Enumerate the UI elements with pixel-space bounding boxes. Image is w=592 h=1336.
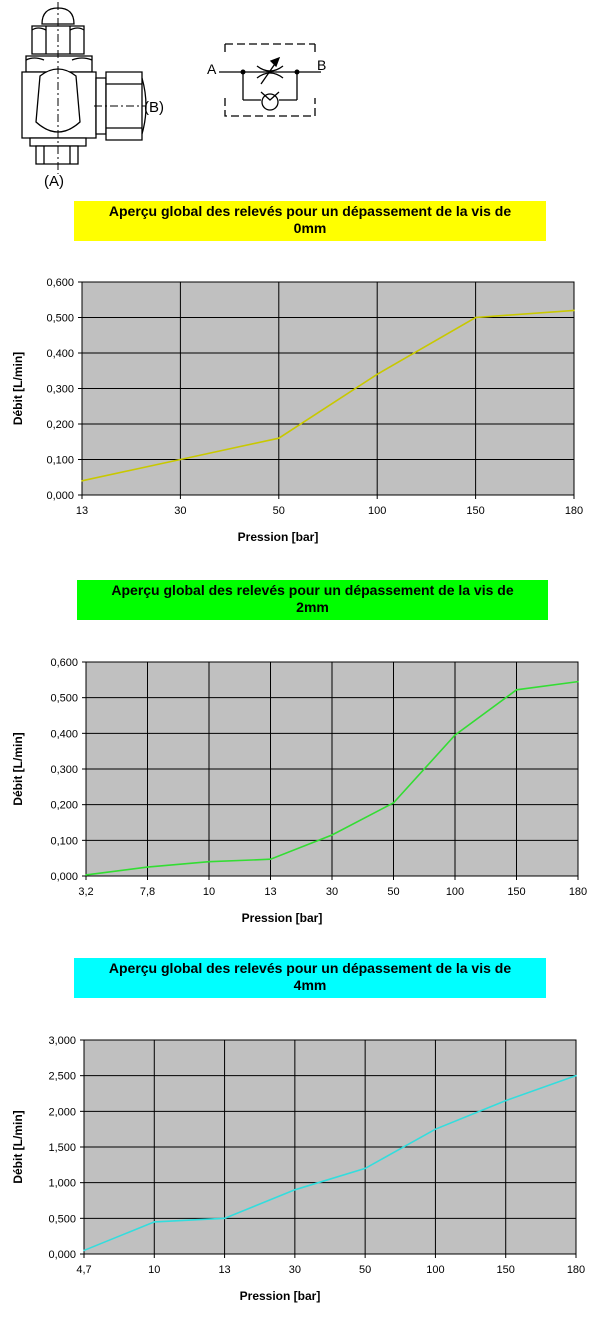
port-b-label: (B)	[144, 99, 164, 116]
data-point	[515, 689, 518, 691]
data-point	[331, 834, 333, 836]
data-point	[179, 458, 182, 461]
y-tick-label: 0,500	[46, 313, 74, 325]
x-axis-label: Pression [bar]	[240, 1289, 321, 1303]
x-tick-label: 3,2	[78, 886, 93, 898]
data-point	[223, 1217, 226, 1220]
y-tick-label: 0,400	[50, 728, 78, 740]
y-tick-label: 0,200	[50, 800, 78, 812]
x-tick-label: 10	[148, 1264, 160, 1276]
y-tick-label: 0,100	[50, 835, 78, 847]
x-tick-label: 7,8	[140, 886, 155, 898]
chart-2-title-line1: Aperçu global des relevés pour un dépass…	[108, 960, 512, 976]
y-tick-label: 0,000	[48, 1249, 76, 1261]
chart-0-title-line1: Aperçu global des relevés pour un dépass…	[108, 203, 512, 219]
data-point	[504, 1099, 507, 1102]
x-axis-label: Pression [bar]	[242, 911, 323, 925]
x-tick-label: 180	[565, 505, 583, 517]
x-tick-label: 50	[359, 1264, 371, 1276]
port-a-label: (A)	[44, 173, 64, 190]
y-tick-label: 0,000	[50, 871, 78, 883]
symbol-a-label: A	[207, 61, 217, 77]
chart-0-title: Aperçu global des relevés pour un dépass…	[74, 201, 546, 241]
hydraulic-symbol: A B	[207, 43, 326, 117]
plot-border	[81, 281, 575, 496]
x-tick-label: 50	[387, 886, 399, 898]
x-tick-label: 4,7	[76, 1264, 91, 1276]
x-tick-label: 150	[466, 505, 484, 517]
y-axis-label: Débit [L/min]	[11, 732, 25, 805]
data-point	[153, 1221, 156, 1223]
data-point	[81, 480, 83, 482]
data-point	[392, 802, 395, 804]
y-tick-label: 0,000	[46, 490, 74, 502]
x-tick-label: 50	[273, 505, 285, 517]
data-point	[434, 1128, 437, 1130]
x-tick-label: 30	[326, 886, 338, 898]
y-tick-label: 0,600	[46, 277, 74, 289]
data-point	[376, 373, 379, 376]
x-tick-label: 180	[567, 1264, 585, 1276]
chart-2-title: Aperçu global des relevés pour un dépass…	[74, 958, 546, 998]
fitting-drawing: (A) (B)	[21, 2, 164, 190]
chart-0-title-line2: 0mm	[293, 220, 327, 236]
x-tick-label: 13	[264, 886, 276, 898]
y-tick-label: 0,300	[46, 384, 74, 396]
x-tick-label: 10	[203, 886, 215, 898]
y-tick-label: 3,000	[48, 1035, 76, 1047]
x-axis-label: Pression [bar]	[238, 530, 319, 544]
x-tick-label: 150	[507, 886, 525, 898]
x-tick-label: 100	[426, 1264, 444, 1276]
symbol-b-label: B	[317, 57, 326, 73]
data-point	[474, 316, 477, 319]
x-tick-label: 150	[497, 1264, 515, 1276]
data-point	[454, 734, 456, 736]
x-tick-label: 13	[218, 1264, 230, 1276]
y-tick-label: 0,500	[48, 1213, 76, 1225]
y-axis-label: Débit [L/min]	[11, 352, 25, 425]
x-tick-label: 100	[446, 886, 464, 898]
x-tick-label: 180	[569, 886, 587, 898]
x-tick-label: 100	[368, 505, 386, 517]
plot-border	[83, 1039, 577, 1255]
x-tick-label: 30	[174, 505, 186, 517]
data-point	[577, 680, 579, 683]
x-tick-label: 30	[289, 1264, 301, 1276]
data-point	[575, 1074, 577, 1077]
data-point	[85, 874, 87, 876]
y-tick-label: 0,400	[46, 348, 74, 360]
data-point	[573, 309, 575, 312]
chart-1-title-line2: 2mm	[296, 599, 329, 615]
y-tick-label: 1,000	[48, 1178, 76, 1190]
series-line	[81, 309, 575, 482]
y-tick-label: 2,000	[48, 1106, 76, 1118]
data-point	[364, 1167, 366, 1170]
chart-1-title: Aperçu global des relevés pour un dépass…	[77, 580, 548, 620]
series-line	[83, 1074, 577, 1252]
x-tick-label: 13	[76, 505, 88, 517]
y-tick-label: 0,100	[46, 455, 74, 467]
y-tick-label: 2,500	[48, 1071, 76, 1083]
chart-1-title-line1: Aperçu global des relevés pour un dépass…	[111, 582, 514, 598]
data-point	[146, 866, 149, 868]
y-tick-label: 1,500	[48, 1142, 76, 1154]
data-point	[208, 860, 210, 863]
data-point	[278, 437, 280, 440]
chart-2-title-line2: 4mm	[293, 977, 327, 993]
y-tick-label: 0,500	[50, 693, 78, 705]
plot-border	[85, 661, 579, 877]
y-tick-label: 0,300	[50, 764, 78, 776]
data-point	[83, 1249, 85, 1252]
data-point	[294, 1189, 296, 1191]
y-tick-label: 0,600	[50, 657, 78, 669]
y-axis-label: Débit [L/min]	[11, 1110, 25, 1183]
y-tick-label: 0,200	[46, 419, 74, 431]
data-point	[269, 858, 272, 861]
